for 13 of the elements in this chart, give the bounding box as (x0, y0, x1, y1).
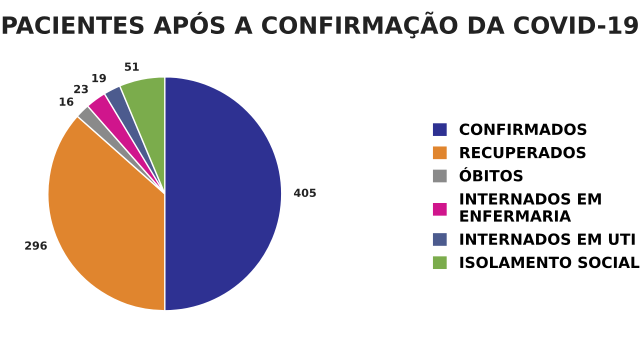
legend-label: ISOLAMENTO SOCIAL (460, 256, 640, 268)
data-label: 405 (294, 188, 316, 198)
legend-label: INTERNADOS EM UTI (460, 233, 635, 245)
chart-title: PACIENTES APÓS A CONFIRMAÇÃO DA COVID-19 (2, 12, 638, 38)
data-label: 51 (124, 62, 139, 71)
data-label: 296 (25, 241, 47, 250)
legend-label: ÓBITOS (460, 167, 523, 182)
data-label: 23 (74, 84, 88, 94)
legend-label: CONFIRMADOS (460, 124, 586, 136)
data-label: 16 (60, 97, 74, 106)
legend-label: RECUPERADOS (460, 146, 586, 158)
data-label: 19 (92, 74, 106, 82)
legend-label: INTERNADOS EM ENFERMARIA (460, 193, 601, 222)
